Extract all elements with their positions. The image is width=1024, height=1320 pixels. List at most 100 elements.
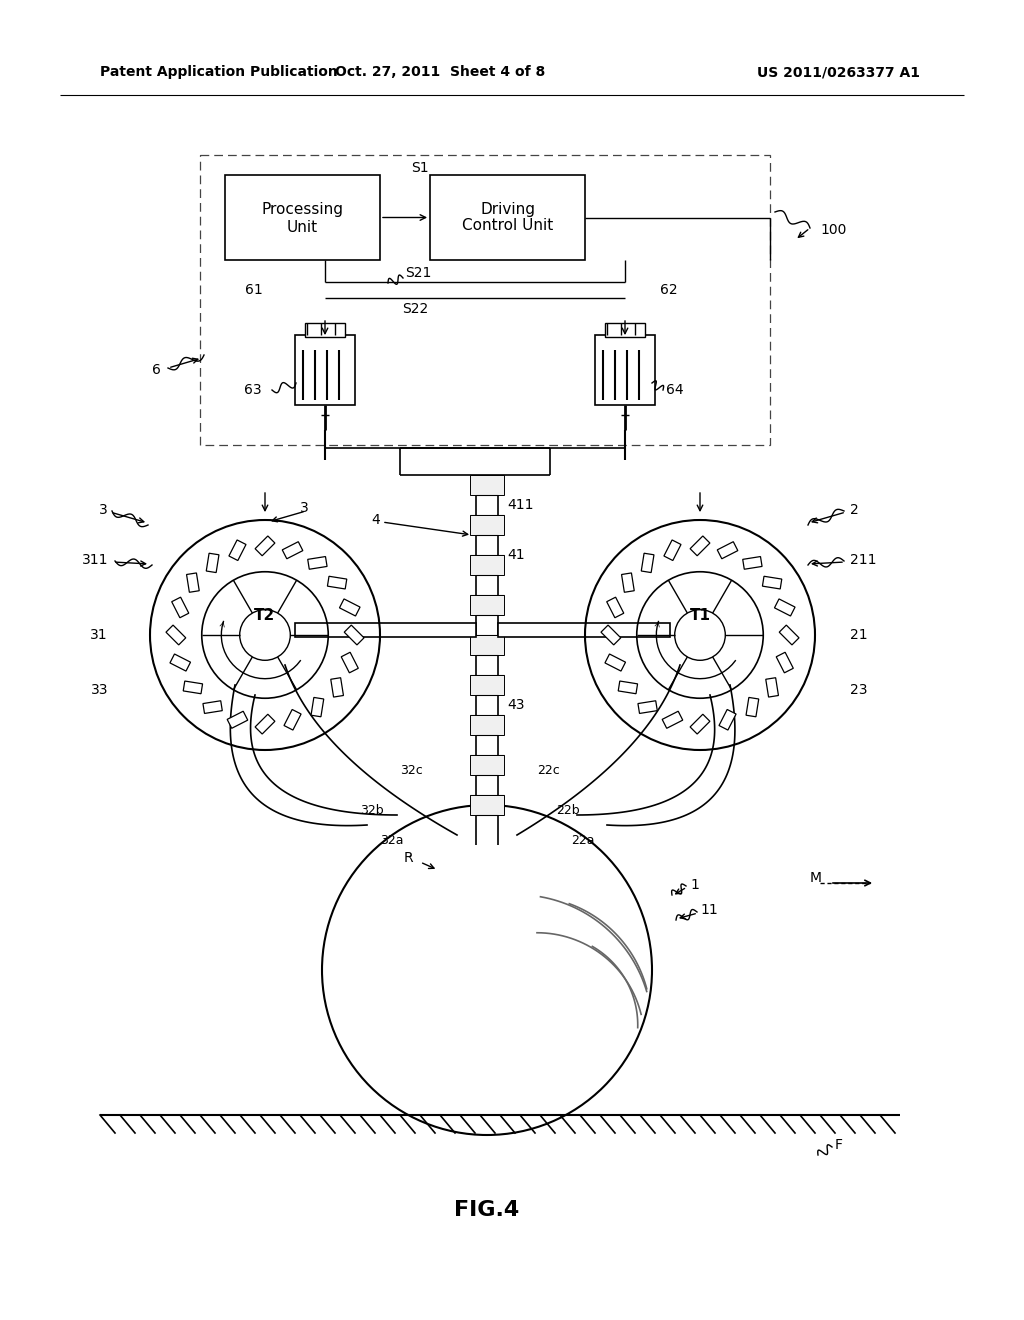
Text: S1: S1	[411, 161, 429, 176]
Bar	[470, 795, 504, 814]
Bar	[470, 595, 504, 615]
Text: 64: 64	[666, 383, 684, 397]
Bar	[470, 755, 504, 775]
Circle shape	[240, 610, 290, 660]
Bar	[690, 536, 710, 556]
Bar	[663, 711, 683, 729]
Bar	[690, 714, 710, 734]
Bar	[225, 176, 380, 260]
Bar	[186, 573, 200, 593]
Bar	[255, 714, 274, 734]
Text: 61: 61	[246, 282, 263, 297]
Text: 31: 31	[90, 628, 108, 642]
Text: T1: T1	[689, 607, 711, 623]
Text: Processing: Processing	[261, 202, 343, 216]
Text: 22a: 22a	[571, 833, 595, 846]
Bar	[470, 675, 504, 696]
Bar	[206, 553, 219, 573]
Bar	[344, 626, 364, 645]
Text: 11: 11	[700, 903, 718, 917]
Bar	[622, 573, 634, 593]
Text: 41: 41	[507, 548, 524, 562]
Text: 411: 411	[507, 498, 534, 512]
Text: 43: 43	[507, 698, 524, 711]
Bar	[742, 557, 762, 569]
Bar	[172, 597, 188, 618]
Text: 32a: 32a	[380, 833, 403, 846]
Text: F: F	[835, 1138, 843, 1152]
Bar	[470, 715, 504, 735]
Bar	[774, 599, 795, 616]
Text: FIG.4: FIG.4	[455, 1200, 519, 1220]
Text: US 2011/0263377 A1: US 2011/0263377 A1	[757, 65, 920, 79]
Text: T2: T2	[254, 607, 275, 623]
Bar	[200, 154, 770, 445]
Bar	[305, 323, 345, 337]
Bar	[746, 697, 759, 717]
Bar	[605, 323, 645, 337]
Text: M: M	[810, 871, 822, 884]
Bar	[595, 335, 655, 405]
Bar	[255, 536, 274, 556]
Text: Unit: Unit	[287, 220, 318, 235]
Text: Patent Application Publication: Patent Application Publication	[100, 65, 338, 79]
Bar	[776, 652, 794, 673]
Text: 100: 100	[820, 223, 847, 238]
Text: 2: 2	[850, 503, 859, 517]
Bar	[341, 652, 358, 673]
Bar	[166, 626, 185, 645]
Text: 3: 3	[300, 502, 309, 515]
Bar	[766, 677, 778, 697]
Text: 6: 6	[152, 363, 161, 378]
Text: 22c: 22c	[538, 763, 560, 776]
Circle shape	[675, 610, 725, 660]
Bar	[308, 557, 327, 569]
Bar	[227, 711, 248, 729]
Bar	[183, 681, 203, 694]
Text: 1: 1	[690, 878, 698, 892]
Bar	[779, 626, 799, 645]
Text: 211: 211	[850, 553, 877, 568]
Bar	[470, 635, 504, 655]
Text: Control Unit: Control Unit	[462, 218, 553, 234]
Bar	[618, 681, 638, 694]
Text: 22b: 22b	[556, 804, 580, 817]
Text: 62: 62	[660, 282, 678, 297]
Bar	[340, 599, 360, 616]
Bar	[203, 701, 222, 713]
Text: 311: 311	[82, 553, 108, 568]
Text: 3: 3	[99, 503, 108, 517]
Text: S21: S21	[406, 267, 431, 280]
Text: 4: 4	[372, 513, 380, 527]
Bar	[719, 709, 736, 730]
Text: 32c: 32c	[400, 763, 423, 776]
Circle shape	[322, 805, 652, 1135]
Bar	[170, 653, 190, 671]
Bar	[601, 626, 621, 645]
Text: 21: 21	[850, 628, 867, 642]
Text: 63: 63	[245, 383, 262, 397]
Bar	[763, 577, 781, 589]
Bar	[295, 623, 476, 638]
Bar	[470, 515, 504, 535]
Text: 33: 33	[90, 682, 108, 697]
Text: 32b: 32b	[360, 804, 384, 817]
Bar	[430, 176, 585, 260]
Bar	[331, 677, 343, 697]
Bar	[606, 597, 624, 618]
Bar	[664, 540, 681, 561]
Bar	[638, 701, 657, 713]
Bar	[229, 540, 246, 561]
Bar	[470, 475, 504, 495]
Bar	[311, 697, 324, 717]
Text: S22: S22	[401, 302, 428, 315]
Text: Driving: Driving	[480, 202, 535, 216]
Bar	[284, 709, 301, 730]
Bar	[498, 623, 670, 638]
Bar	[328, 577, 347, 589]
Bar	[283, 541, 303, 558]
Bar	[470, 554, 504, 576]
Text: R: R	[403, 851, 413, 865]
Bar	[295, 335, 355, 405]
Bar	[605, 653, 626, 671]
